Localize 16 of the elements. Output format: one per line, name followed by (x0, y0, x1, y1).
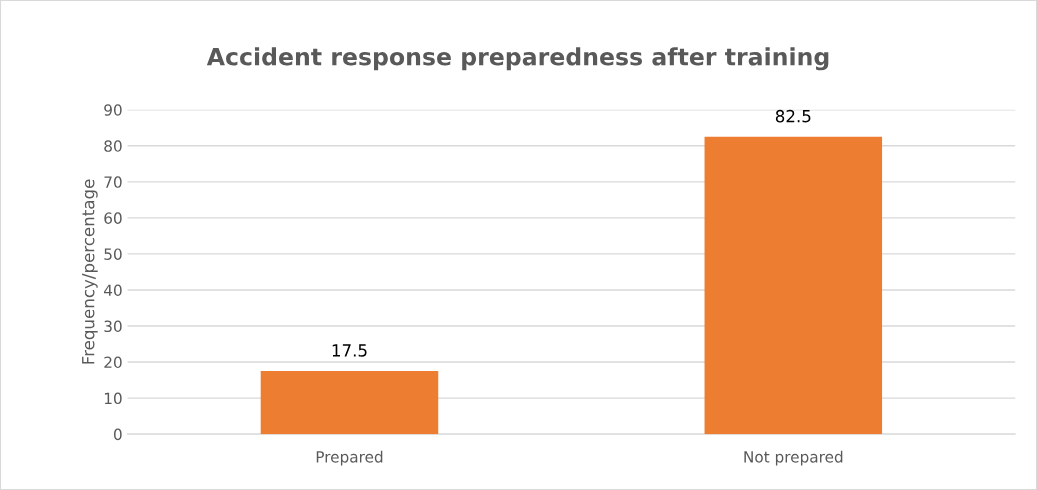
data-label: 82.5 (775, 109, 811, 123)
y-tick-label: 70 (104, 176, 122, 188)
y-tick-label: 80 (104, 140, 122, 152)
y-tick-label: 40 (104, 284, 122, 296)
y-axis-title: Frequency/percentage (82, 179, 98, 364)
data-label: 17.5 (332, 344, 367, 357)
y-tick-label: 0 (113, 428, 122, 441)
chart-title: Accident response preparedness after training (206, 47, 829, 71)
y-tick-label: 10 (104, 392, 122, 405)
x-tick-label: Not prepared (744, 450, 843, 466)
y-tick-label: 90 (104, 104, 122, 116)
y-tick-label: 30 (104, 320, 122, 333)
y-tick-label: 20 (104, 356, 122, 369)
y-tick-label: 50 (104, 248, 122, 260)
x-tick-label: Prepared (316, 450, 383, 466)
y-tick-label: 60 (104, 212, 122, 224)
